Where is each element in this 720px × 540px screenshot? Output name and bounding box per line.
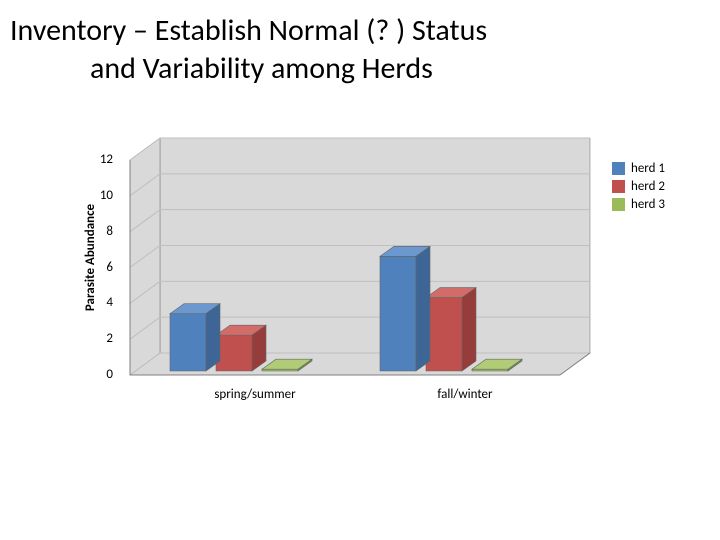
legend-swatch <box>612 198 625 211</box>
title-line-1: Inventory – Establish Normal (? ) Status <box>10 12 487 49</box>
x-tick-label: spring/summer <box>180 387 330 402</box>
legend-swatch <box>612 162 625 175</box>
legend-label: herd 1 <box>631 161 665 176</box>
y-tick-label: 4 <box>89 295 113 310</box>
x-tick-label: fall/winter <box>390 387 540 402</box>
legend-label: herd 3 <box>631 197 665 212</box>
y-tick-label: 10 <box>89 188 113 203</box>
y-tick-label: 0 <box>89 367 113 382</box>
legend-item: herd 3 <box>612 197 665 212</box>
bar-chart-3d: Parasite Abundance herd 1herd 2herd 3 02… <box>75 135 655 455</box>
y-tick-label: 2 <box>89 331 113 346</box>
title-line-2: and Variability among Herds <box>10 50 433 87</box>
y-tick-label: 8 <box>89 224 113 239</box>
y-tick-label: 6 <box>89 260 113 275</box>
legend-label: herd 2 <box>631 179 665 194</box>
legend-item: herd 2 <box>612 179 665 194</box>
y-tick-label: 12 <box>89 152 113 167</box>
chart-svg <box>75 135 655 455</box>
legend-item: herd 1 <box>612 161 665 176</box>
legend-swatch <box>612 180 625 193</box>
slide-title: Inventory – Establish Normal (? ) Status… <box>10 12 710 87</box>
chart-legend: herd 1 herd 2 herd 3 <box>612 161 665 215</box>
